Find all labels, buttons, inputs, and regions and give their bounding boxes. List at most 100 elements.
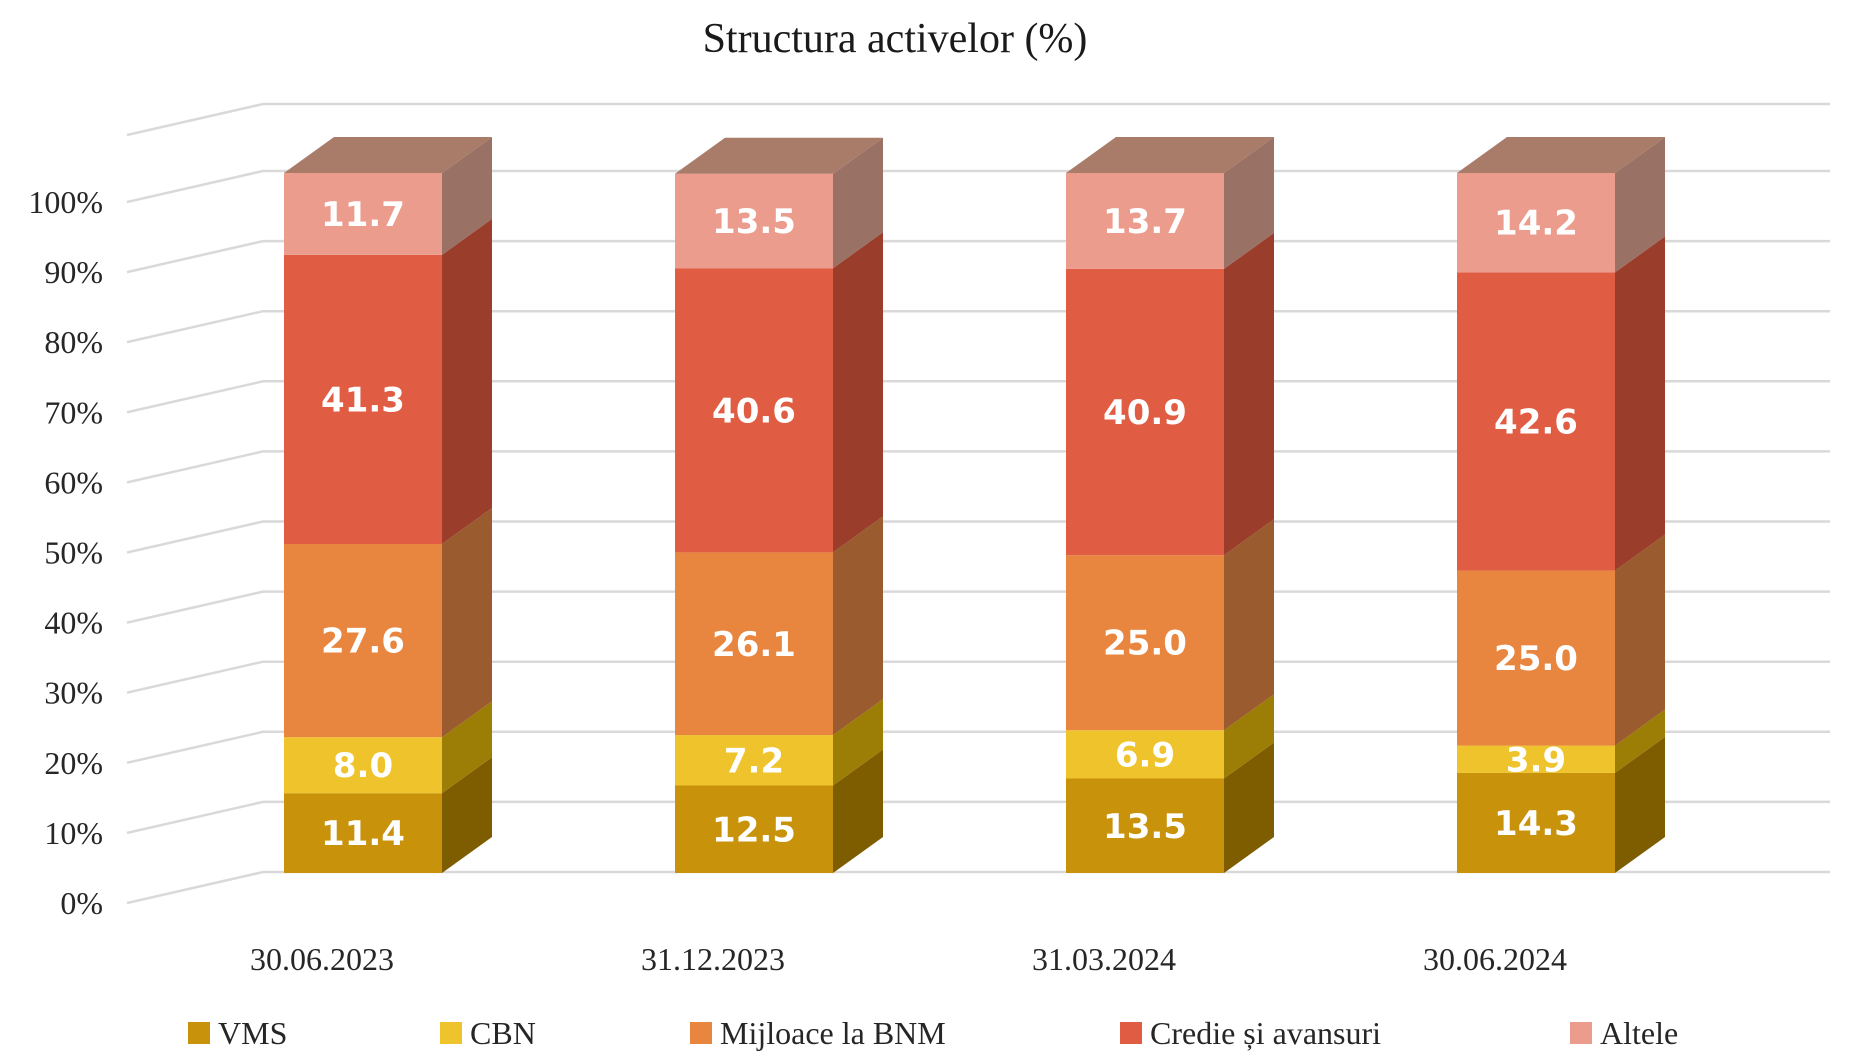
bar-side-face [833, 232, 883, 553]
x-category-label: 31.03.2024 [1032, 941, 1176, 977]
bar-side-face [1615, 709, 1665, 773]
plot-top-edge [126, 102, 1830, 137]
bar-top-face [675, 137, 883, 174]
y-axis-tick-labels: 0% 10% 20% 30% 40% 50% 60% 70% 80% 90% 100% [28, 184, 103, 921]
legend-item: CBN [440, 1015, 536, 1051]
bar-segment [284, 544, 442, 738]
bar-segment [675, 785, 833, 873]
legend-item: Altele [1570, 1015, 1678, 1051]
chart-title: Structura activelor (%) [703, 16, 1088, 62]
gridline [126, 450, 1830, 484]
legend-label: CBN [470, 1015, 536, 1051]
gridline [126, 730, 1830, 765]
segment-value-label: 3.9 [1506, 740, 1566, 780]
bar-segment [1066, 778, 1224, 873]
gridline [126, 169, 1830, 204]
segment-value-label: 27.6 [321, 622, 405, 662]
segment-value-label: 11.7 [321, 195, 405, 235]
bar-top-face [284, 137, 492, 173]
segment-value-label: 7.2 [724, 741, 784, 781]
segment-value-label: 40.9 [1103, 393, 1187, 433]
segment-value-label: 12.5 [712, 810, 796, 850]
y-tick-label: 90% [44, 254, 103, 290]
y-tick-label: 50% [44, 535, 103, 571]
x-category-label: 31.12.2023 [641, 941, 785, 977]
legend-label: Credie și avansuri [1150, 1015, 1381, 1051]
bar-side-face [1615, 534, 1665, 746]
segment-value-label: 25.0 [1494, 639, 1578, 679]
gridline [126, 239, 1830, 274]
bar-side-face [1615, 236, 1665, 571]
bar-top-face [1066, 137, 1274, 173]
legend-item: VMS [188, 1015, 287, 1051]
bar-side-face [1224, 742, 1274, 873]
bar-side-face [833, 749, 883, 873]
chart-legend: VMS CBN Mijloace la BNM Credie și avansuri A… [188, 1015, 1678, 1051]
bar-segment [675, 268, 833, 553]
bar-side-face [442, 757, 492, 873]
bar-segment [1066, 268, 1224, 556]
segment-value-label: 40.6 [712, 391, 796, 431]
y-tick-label: 40% [44, 605, 103, 641]
legend-swatch [440, 1022, 462, 1044]
bar-segment [1457, 173, 1615, 273]
segment-value-label: 26.1 [712, 625, 796, 665]
segment-value-label: 13.7 [1103, 202, 1187, 242]
bar-side-face [1224, 232, 1274, 556]
gridline [126, 520, 1830, 554]
bar-segment [284, 737, 442, 794]
bar-side-face [1224, 519, 1274, 731]
segment-value-label: 25.0 [1103, 624, 1187, 664]
bar-side-face [1615, 736, 1665, 873]
y-tick-label: 30% [44, 675, 103, 711]
bar-side-face [833, 516, 883, 736]
y-tick-label: 60% [44, 464, 103, 500]
legend-item: Credie și avansuri [1120, 1015, 1381, 1051]
y-tick-label: 10% [44, 815, 103, 851]
bar-side-face [1224, 694, 1274, 779]
legend-swatch [1570, 1022, 1592, 1044]
bar-side-face [833, 137, 883, 269]
bar-segment [1066, 555, 1224, 731]
bar-segment [284, 173, 442, 255]
segment-value-label: 6.9 [1115, 735, 1175, 775]
bar-segment [1066, 173, 1224, 269]
bars: 11.4 8.0 27.6 41.3 11.7 12.5 7.2 26.1 40.6 13.5 13… [284, 137, 1665, 873]
x-category-label: 30.06.2024 [1423, 941, 1567, 977]
bar-segment [675, 173, 833, 269]
segment-value-label: 42.6 [1494, 403, 1578, 443]
segment-value-label: 41.3 [321, 380, 405, 420]
bar-side-face [442, 508, 492, 738]
bar-segment [1457, 272, 1615, 571]
y-tick-label: 70% [44, 394, 103, 430]
y-tick-label: 20% [44, 745, 103, 781]
segment-value-label: 13.5 [1103, 807, 1187, 847]
gridline [126, 800, 1830, 835]
gridlines [126, 102, 1830, 905]
gridline [126, 380, 1830, 414]
legend-swatch [1120, 1022, 1142, 1044]
segment-value-label: 8.0 [333, 746, 393, 786]
legend-label: Altele [1600, 1015, 1678, 1051]
bar-side-face [442, 218, 492, 544]
legend-label: Mijloace la BNM [720, 1015, 946, 1051]
y-tick-label: 80% [44, 324, 103, 360]
x-axis-category-labels: 30.06.2023 31.12.2023 31.03.2024 30.06.2024 [250, 941, 1567, 977]
gridline [126, 590, 1830, 624]
bar-segment [1457, 745, 1615, 773]
segment-value-label: 14.3 [1494, 804, 1578, 844]
bar-side-face [1615, 137, 1665, 273]
bar-side-face [1224, 137, 1274, 269]
segment-value-label: 11.4 [321, 814, 405, 854]
y-tick-label: 100% [28, 184, 103, 220]
legend-swatch [188, 1022, 210, 1044]
gridline [126, 660, 1830, 694]
bar-segment [675, 552, 833, 736]
bar-segment [675, 735, 833, 786]
x-category-label: 30.06.2023 [250, 941, 394, 977]
bar-top-face [1457, 137, 1665, 173]
legend-label: VMS [218, 1015, 287, 1051]
bar-segment [284, 793, 442, 873]
